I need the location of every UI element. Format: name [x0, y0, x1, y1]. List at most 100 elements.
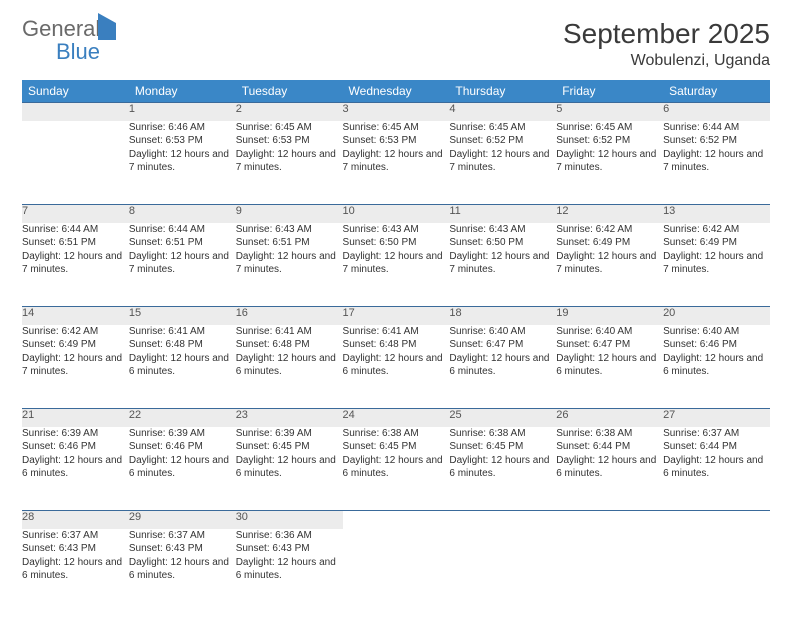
logo: General Blue — [22, 18, 116, 64]
daylight-line: Daylight: 12 hours and 6 minutes. — [343, 352, 450, 379]
sunset-line: Sunset: 6:51 PM — [129, 236, 236, 250]
sunset-line: Sunset: 6:52 PM — [663, 134, 770, 148]
daylight-line: Daylight: 12 hours and 6 minutes. — [663, 352, 770, 379]
sunset-line: Sunset: 6:43 PM — [129, 542, 236, 556]
sunset-line: Sunset: 6:46 PM — [663, 338, 770, 352]
logo-triangle-icon — [98, 13, 116, 40]
day-cell: Sunrise: 6:38 AMSunset: 6:45 PMDaylight:… — [449, 427, 556, 511]
daylight-line: Daylight: 12 hours and 6 minutes. — [22, 556, 129, 583]
weekday-header: Wednesday — [343, 80, 450, 103]
weekday-header: Monday — [129, 80, 236, 103]
sunset-line: Sunset: 6:49 PM — [663, 236, 770, 250]
sunrise-line: Sunrise: 6:40 AM — [556, 325, 663, 339]
day-number: 18 — [449, 307, 556, 325]
day-number-row: 14151617181920 — [22, 307, 770, 325]
day-number-row: 78910111213 — [22, 205, 770, 223]
sunrise-line: Sunrise: 6:43 AM — [343, 223, 450, 237]
logo-word2: Blue — [56, 39, 100, 64]
empty-cell — [343, 529, 450, 613]
day-cell: Sunrise: 6:44 AMSunset: 6:51 PMDaylight:… — [129, 223, 236, 307]
sunrise-line: Sunrise: 6:37 AM — [663, 427, 770, 441]
day-number: 21 — [22, 409, 129, 427]
day-cell: Sunrise: 6:37 AMSunset: 6:44 PMDaylight:… — [663, 427, 770, 511]
day-cell: Sunrise: 6:41 AMSunset: 6:48 PMDaylight:… — [129, 325, 236, 409]
daylight-line: Daylight: 12 hours and 6 minutes. — [343, 454, 450, 481]
day-cell: Sunrise: 6:36 AMSunset: 6:43 PMDaylight:… — [236, 529, 343, 613]
daylight-line: Daylight: 12 hours and 7 minutes. — [129, 148, 236, 175]
sunset-line: Sunset: 6:47 PM — [556, 338, 663, 352]
daylight-line: Daylight: 12 hours and 6 minutes. — [556, 454, 663, 481]
daylight-line: Daylight: 12 hours and 6 minutes. — [22, 454, 129, 481]
day-number: 12 — [556, 205, 663, 223]
sunrise-line: Sunrise: 6:37 AM — [129, 529, 236, 543]
sunrise-line: Sunrise: 6:37 AM — [22, 529, 129, 543]
day-number: 3 — [343, 103, 450, 121]
sunrise-line: Sunrise: 6:38 AM — [556, 427, 663, 441]
day-cell: Sunrise: 6:43 AMSunset: 6:50 PMDaylight:… — [343, 223, 450, 307]
sunrise-line: Sunrise: 6:38 AM — [343, 427, 450, 441]
empty-cell — [343, 511, 450, 529]
day-number: 6 — [663, 103, 770, 121]
weekday-header: Thursday — [449, 80, 556, 103]
logo-text-block: General Blue — [22, 18, 116, 64]
weekday-header-row: SundayMondayTuesdayWednesdayThursdayFrid… — [22, 80, 770, 103]
sunrise-line: Sunrise: 6:41 AM — [343, 325, 450, 339]
sunrise-line: Sunrise: 6:44 AM — [663, 121, 770, 135]
day-cell: Sunrise: 6:42 AMSunset: 6:49 PMDaylight:… — [556, 223, 663, 307]
day-cell: Sunrise: 6:42 AMSunset: 6:49 PMDaylight:… — [663, 223, 770, 307]
daylight-line: Daylight: 12 hours and 6 minutes. — [556, 352, 663, 379]
daylight-line: Daylight: 12 hours and 7 minutes. — [343, 250, 450, 277]
daylight-line: Daylight: 12 hours and 7 minutes. — [129, 250, 236, 277]
title-block: September 2025 Wobulenzi, Uganda — [563, 18, 770, 70]
sunset-line: Sunset: 6:45 PM — [449, 440, 556, 454]
sunrise-line: Sunrise: 6:44 AM — [22, 223, 129, 237]
day-cell: Sunrise: 6:43 AMSunset: 6:50 PMDaylight:… — [449, 223, 556, 307]
sunrise-line: Sunrise: 6:39 AM — [129, 427, 236, 441]
day-number-row: 21222324252627 — [22, 409, 770, 427]
sunset-line: Sunset: 6:43 PM — [22, 542, 129, 556]
day-cell: Sunrise: 6:43 AMSunset: 6:51 PMDaylight:… — [236, 223, 343, 307]
sunrise-line: Sunrise: 6:45 AM — [449, 121, 556, 135]
empty-cell — [663, 511, 770, 529]
day-number: 7 — [22, 205, 129, 223]
daylight-line: Daylight: 12 hours and 6 minutes. — [449, 352, 556, 379]
sunset-line: Sunset: 6:48 PM — [343, 338, 450, 352]
sunrise-line: Sunrise: 6:39 AM — [236, 427, 343, 441]
daylight-line: Daylight: 12 hours and 7 minutes. — [663, 250, 770, 277]
sunset-line: Sunset: 6:49 PM — [22, 338, 129, 352]
daylight-line: Daylight: 12 hours and 7 minutes. — [236, 148, 343, 175]
sunset-line: Sunset: 6:53 PM — [236, 134, 343, 148]
header-row: General Blue September 2025 Wobulenzi, U… — [22, 18, 770, 70]
day-cell: Sunrise: 6:38 AMSunset: 6:44 PMDaylight:… — [556, 427, 663, 511]
day-number: 24 — [343, 409, 450, 427]
daylight-line: Daylight: 12 hours and 7 minutes. — [236, 250, 343, 277]
day-number: 10 — [343, 205, 450, 223]
daylight-line: Daylight: 12 hours and 6 minutes. — [236, 454, 343, 481]
daylight-line: Daylight: 12 hours and 6 minutes. — [129, 556, 236, 583]
day-body-row: Sunrise: 6:46 AMSunset: 6:53 PMDaylight:… — [22, 121, 770, 205]
sunrise-line: Sunrise: 6:45 AM — [556, 121, 663, 135]
daylight-line: Daylight: 12 hours and 7 minutes. — [449, 148, 556, 175]
sunset-line: Sunset: 6:48 PM — [129, 338, 236, 352]
daylight-line: Daylight: 12 hours and 7 minutes. — [556, 148, 663, 175]
day-number: 5 — [556, 103, 663, 121]
daylight-line: Daylight: 12 hours and 7 minutes. — [22, 352, 129, 379]
day-number: 14 — [22, 307, 129, 325]
daylight-line: Daylight: 12 hours and 7 minutes. — [449, 250, 556, 277]
sunrise-line: Sunrise: 6:40 AM — [663, 325, 770, 339]
daylight-line: Daylight: 12 hours and 6 minutes. — [236, 556, 343, 583]
calendar-table: SundayMondayTuesdayWednesdayThursdayFrid… — [22, 80, 770, 613]
sunrise-line: Sunrise: 6:38 AM — [449, 427, 556, 441]
weekday-header: Sunday — [22, 80, 129, 103]
day-cell: Sunrise: 6:39 AMSunset: 6:46 PMDaylight:… — [22, 427, 129, 511]
daylight-line: Daylight: 12 hours and 7 minutes. — [22, 250, 129, 277]
sunset-line: Sunset: 6:51 PM — [236, 236, 343, 250]
month-title: September 2025 — [563, 18, 770, 50]
daylight-line: Daylight: 12 hours and 6 minutes. — [663, 454, 770, 481]
day-body-row: Sunrise: 6:42 AMSunset: 6:49 PMDaylight:… — [22, 325, 770, 409]
day-cell: Sunrise: 6:45 AMSunset: 6:53 PMDaylight:… — [343, 121, 450, 205]
daylight-line: Daylight: 12 hours and 7 minutes. — [343, 148, 450, 175]
day-number: 1 — [129, 103, 236, 121]
sunrise-line: Sunrise: 6:41 AM — [236, 325, 343, 339]
day-number: 27 — [663, 409, 770, 427]
